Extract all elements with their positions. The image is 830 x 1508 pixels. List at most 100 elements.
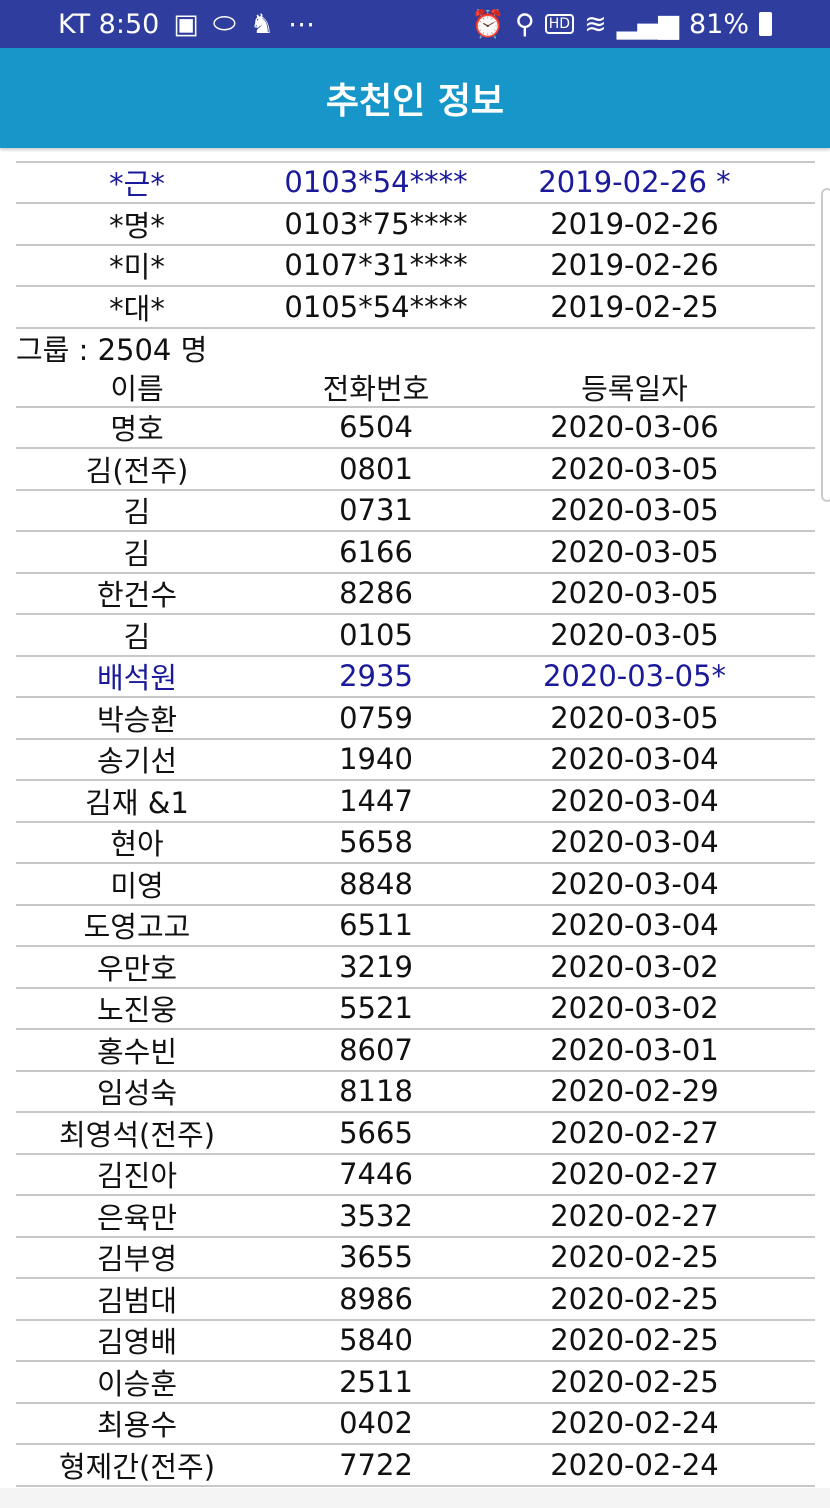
date-cell: 2020-02-27	[550, 1157, 719, 1192]
name-cell: 김부영	[96, 1242, 178, 1277]
name-cell: 김범대	[96, 1283, 178, 1318]
table-row[interactable]: 배석원 2935 2020-03-05*	[16, 657, 815, 698]
table-row[interactable]: 이승훈 2511 2020-02-25	[16, 1362, 815, 1404]
name-cell: 도영고고	[83, 910, 191, 945]
date-cell: 2020-02-27	[550, 1198, 719, 1233]
table-row[interactable]: 김범대 8986 2020-02-25	[16, 1279, 815, 1321]
name-cell: 한건수	[96, 578, 178, 613]
table-row[interactable]: 김진아 7446 2020-02-27	[16, 1155, 815, 1196]
table-row[interactable]: 박승환 0759 2020-03-05	[16, 698, 815, 740]
phone-cell: 3219	[339, 949, 413, 984]
date-cell: 2020-03-05	[550, 617, 719, 652]
table-row[interactable]: 김 0105 2020-03-05	[16, 615, 815, 657]
table-row[interactable]: 우만호 3219 2020-03-02	[16, 947, 815, 989]
wifi-icon: ≋	[584, 8, 607, 40]
table-row[interactable]: *근* 0103*54**** 2019-02-26 *	[16, 163, 815, 204]
phone-cell: 0105*54****	[284, 289, 468, 324]
date-cell: 2020-02-29	[550, 1074, 719, 1109]
phone-cell: 0107*31****	[284, 248, 468, 283]
name-cell: 김진아	[96, 1159, 178, 1194]
table-row[interactable]: 노진웅 5521 2020-03-02	[16, 989, 815, 1030]
bottom-edge	[0, 1488, 830, 1508]
table-row[interactable]: 김재 &1 1447 2020-03-04	[16, 781, 815, 823]
group-count: 그룹 : 2504 명	[16, 333, 208, 367]
date-cell: 2020-03-04	[550, 742, 719, 777]
table-row[interactable]: 김(전주) 0801 2020-03-05	[16, 449, 815, 491]
name-cell: 김(전주)	[85, 453, 189, 488]
table-row-partial	[16, 121, 815, 163]
date-cell: 2020-02-25	[550, 1281, 719, 1316]
phone-cell: 3532	[339, 1198, 413, 1233]
table-row[interactable]: 명호 6504 2020-03-06	[16, 408, 815, 449]
name-cell: 최영석(전주)	[58, 1117, 216, 1152]
recommender-list[interactable]: *근* 0103*54**** 2019-02-26 * *명* 0103*75****…	[16, 121, 815, 1487]
phone-cell: 7722	[339, 1447, 413, 1482]
table-row[interactable]: *명* 0103*75**** 2019-02-26	[16, 204, 815, 246]
table-row[interactable]: *대* 0105*54**** 2019-02-25	[16, 287, 815, 329]
table-row[interactable]: 한건수 8286 2020-03-05	[16, 574, 815, 615]
table-row[interactable]: 송기선 1940 2020-03-04	[16, 740, 815, 781]
table-row[interactable]: 김 0731 2020-03-05	[16, 491, 815, 532]
table-row[interactable]: 김 6166 2020-03-05	[16, 532, 815, 574]
date-cell: 2019-02-25	[550, 289, 719, 324]
table-row[interactable]: 김부영 3655 2020-02-25	[16, 1238, 815, 1279]
date-cell: 2019-02-26	[550, 248, 719, 283]
table-row[interactable]: *미* 0107*31**** 2019-02-26	[16, 246, 815, 287]
phone-cell: 0801	[339, 451, 413, 486]
phone-cell: 0103*54****	[284, 165, 468, 200]
name-cell: 은육만	[96, 1200, 178, 1235]
phone-cell: 5658	[339, 825, 413, 860]
phone-cell: 0759	[339, 700, 413, 735]
name-cell: 형제간(전주)	[58, 1449, 216, 1484]
date-cell: 2020-03-04	[550, 783, 719, 818]
name-cell: 우만호	[96, 951, 178, 986]
app-icon: ♞	[249, 8, 275, 40]
name-cell: 임성숙	[96, 1076, 178, 1111]
image-icon: ▣	[173, 8, 199, 40]
date-cell: 2020-02-27	[550, 1115, 719, 1150]
table-row[interactable]: 현아 5658 2020-03-04	[16, 823, 815, 864]
name-cell: *대*	[109, 291, 165, 326]
date-cell: 2020-03-06	[550, 410, 719, 445]
phone-cell: 5521	[339, 991, 413, 1026]
date-cell: 2020-03-05	[550, 534, 719, 569]
name-cell: 김	[123, 495, 151, 530]
phone-cell: 1447	[339, 783, 413, 818]
phone-cell: 5665	[339, 1115, 413, 1150]
phone-cell: 8986	[339, 1281, 413, 1316]
scrollbar[interactable]	[821, 188, 830, 502]
table-row[interactable]: 형제간(전주) 7722 2020-02-24	[16, 1445, 815, 1487]
table-row[interactable]: 최영석(전주) 5665 2020-02-27	[16, 1113, 815, 1155]
phone-cell: 0103*75****	[284, 206, 468, 241]
table-row[interactable]: 은육만 3532 2020-02-27	[16, 1196, 815, 1238]
date-cell: 2020-03-02	[550, 949, 719, 984]
name-cell: 김	[123, 619, 151, 654]
date-cell: 2020-03-04	[550, 866, 719, 901]
table-row[interactable]: 도영고고 6511 2020-03-04	[16, 906, 815, 947]
name-cell: 미영	[110, 868, 164, 903]
date-cell: 2020-02-25	[550, 1323, 719, 1358]
date-cell: 2020-02-25	[550, 1364, 719, 1399]
date-cell: 2020-03-05	[550, 700, 719, 735]
name-cell: 최용수	[96, 1408, 178, 1443]
status-bar: KT 8:50 ▣ ⬭ ♞ ⋯ ⏰ ⚲ HD ≋ ▂▄▆ 81%	[0, 0, 830, 48]
name-cell: *근*	[109, 167, 165, 202]
name-cell: *미*	[109, 250, 165, 285]
table-header: 이름 전화번호 등록일자	[16, 368, 815, 408]
name-cell: 노진웅	[96, 993, 178, 1028]
table-row[interactable]: 최용수 0402 2020-02-24	[16, 1404, 815, 1445]
app-bar: 추천인 정보	[0, 48, 830, 148]
phone-cell: 8607	[339, 1032, 413, 1067]
phone-cell: 7446	[339, 1157, 413, 1192]
phone-cell: 6504	[339, 410, 413, 445]
table-row[interactable]: 홍수빈 8607 2020-03-01	[16, 1030, 815, 1072]
date-cell: 2020-03-05	[550, 451, 719, 486]
name-cell: 배석원	[96, 661, 178, 696]
name-cell: 김영배	[96, 1325, 178, 1360]
phone-cell: 6511	[339, 908, 413, 943]
table-row[interactable]: 임성숙 8118 2020-02-29	[16, 1072, 815, 1113]
phone-cell: 2935	[339, 659, 413, 694]
date-cell: 2019-02-26 *	[538, 165, 731, 200]
table-row[interactable]: 미영 8848 2020-03-04	[16, 864, 815, 906]
table-row[interactable]: 김영배 5840 2020-02-25	[16, 1321, 815, 1362]
